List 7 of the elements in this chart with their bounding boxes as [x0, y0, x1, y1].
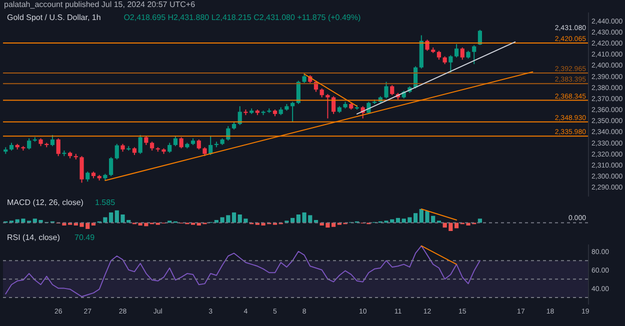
chart-title: Gold Spot / U.S. Dollar, 1h — [7, 13, 101, 22]
chart-title: RSI (14, close) — [7, 233, 60, 242]
chart-subtitle: 70.49 — [74, 233, 96, 242]
chart-subtitle: 1.585 — [95, 198, 116, 207]
chart-subtitle: O2,418.695 H2,431.880 L2,418.215 C2,431.080 +11.875 (+0.49%) — [124, 13, 361, 22]
chart-title: MACD (12, 26, close) — [7, 198, 84, 207]
text: palatah_account published Jul 15, 2024 20:57 UTC+6 — [3, 0, 196, 10]
